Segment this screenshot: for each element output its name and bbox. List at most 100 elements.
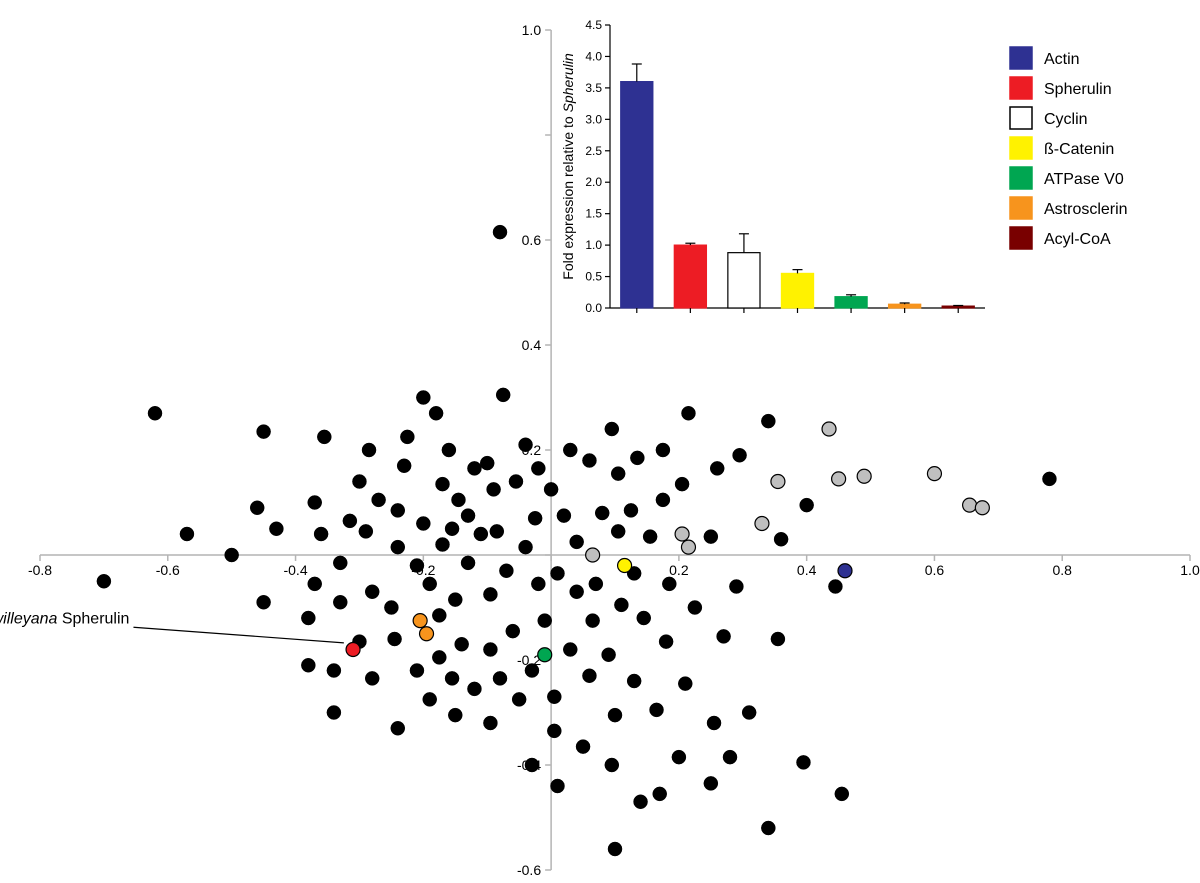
scatter-point [448,708,462,722]
scatter-point [742,706,756,720]
scatter-point [301,658,315,672]
legend-label: Astrosclerin [1044,201,1128,218]
scatter-point [1042,472,1056,486]
scatter-point-gray [586,548,600,562]
scatter-point-astrosclerin1 [413,614,427,628]
scatter-point [352,475,366,489]
scatter-point [423,692,437,706]
scatter-point-actin [838,564,852,578]
scatter-point-gray [963,498,977,512]
scatter-point [611,467,625,481]
scatter-point [653,787,667,801]
x-tick-label: 1.0 [1180,562,1200,578]
scatter-point [525,664,539,678]
legend-label: ATPase V0 [1044,171,1124,188]
scatter-point [461,556,475,570]
scatter-point [308,496,322,510]
scatter-point-gray [771,475,785,489]
scatter-point [582,454,596,468]
scatter-point-astrosclerin2 [420,627,434,641]
scatter-point [483,643,497,657]
scatter-point [659,635,673,649]
scatter-point [362,443,376,457]
scatter-point [551,566,565,580]
scatter-point [483,587,497,601]
scatter-point [557,509,571,523]
scatter-point [704,530,718,544]
bar-y-label: Fold expression relative to Spherulin [560,53,576,280]
scatter-point [643,530,657,544]
scatter-point [391,503,405,517]
scatter-point [432,650,446,664]
scatter-point [308,577,322,591]
scatter-point [416,517,430,531]
bar-y-tick-label: 3.5 [585,81,602,95]
scatter-point [467,682,481,696]
bar-cyclin [728,253,760,308]
y-tick-label: 1.0 [522,22,542,38]
scatter-point [365,585,379,599]
scatter-point [519,438,533,452]
scatter-point-spherulin [346,643,360,657]
scatter-point [384,601,398,615]
legend-swatch [1010,227,1032,249]
scatter-point [467,461,481,475]
scatter-point [388,632,402,646]
y-tick-label: -0.6 [517,862,541,878]
scatter-point [586,614,600,628]
x-tick-label: -0.6 [156,562,180,578]
annotation-leader [133,627,343,643]
scatter-point [499,564,513,578]
scatter-point [675,477,689,491]
scatter-point [672,750,686,764]
scatter-point [627,674,641,688]
scatter-point [442,443,456,457]
scatter-point-atpase [538,648,552,662]
scatter-point [608,842,622,856]
scatter-point [570,585,584,599]
scatter-point-gray [927,467,941,481]
bar-astrosclerin [889,304,921,308]
y-tick-label: 0.6 [522,232,542,248]
scatter-point [729,580,743,594]
scatter-point [605,758,619,772]
bar-actin [621,82,653,308]
legend-swatch [1010,197,1032,219]
legend-label: ß-Catenin [1044,141,1114,158]
spherulin-annotation: A. willeyana Spherulin [0,610,129,627]
scatter-point-gray [822,422,836,436]
scatter-point [656,443,670,457]
scatter-point [455,637,469,651]
scatter-point [400,430,414,444]
scatter-point [490,524,504,538]
scatter-point [365,671,379,685]
bar-atpase-v0 [835,297,867,308]
scatter-point [333,556,347,570]
scatter-point [327,664,341,678]
legend-label: Spherulin [1044,81,1112,98]
scatter-point [225,548,239,562]
scatter-point [445,522,459,536]
bar-y-tick-label: 3.0 [585,112,602,126]
legend-swatch [1010,167,1032,189]
scatter-point [761,414,775,428]
scatter-point [582,669,596,683]
scatter-point [528,511,542,525]
scatter-point [410,664,424,678]
scatter-point [761,821,775,835]
scatter-point [180,527,194,541]
scatter-point [359,524,373,538]
legend-swatch [1010,47,1032,69]
scatter-point [333,595,347,609]
bar-y-tick-label: 0.0 [585,301,602,315]
bar-y-tick-label: 2.5 [585,144,602,158]
legend-label: Cyclin [1044,111,1088,128]
scatter-point [688,601,702,615]
scatter-point [148,406,162,420]
bar-y-tick-label: 4.0 [585,49,602,63]
x-tick-label: 0.6 [925,562,945,578]
scatter-point [519,540,533,554]
scatter-point [576,740,590,754]
scatter-point [461,509,475,523]
scatter-point [372,493,386,507]
